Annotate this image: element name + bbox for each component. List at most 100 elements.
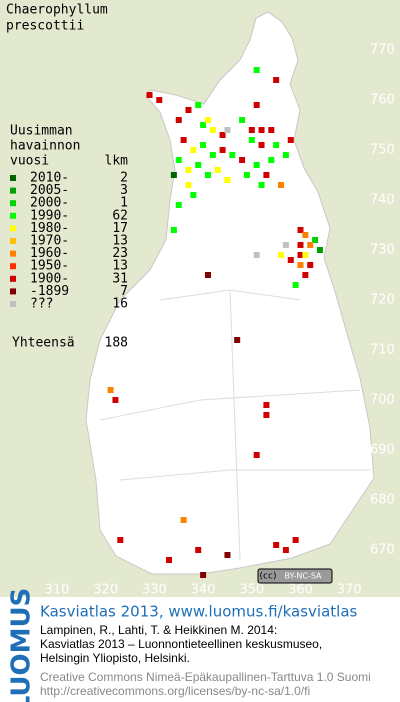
citation: Helsingin Yliopisto, Helsinki.	[40, 651, 190, 665]
total-label: Yhteensä	[12, 336, 75, 351]
y-tick-label: 700	[370, 393, 395, 408]
occurrence-square	[287, 257, 294, 263]
legend-label: 1970-	[30, 234, 69, 249]
license: Creative Commons Nimeä-Epäkaupallinen-Ta…	[40, 670, 371, 684]
occurrence-square	[190, 192, 197, 198]
legend-count: 7	[120, 284, 128, 299]
occurrence-square	[316, 247, 323, 253]
legend-swatch	[10, 275, 16, 282]
occurrence-square	[297, 252, 304, 258]
occurrence-square	[200, 572, 207, 578]
occurrence-square	[117, 537, 124, 543]
occurrence-square	[248, 127, 255, 133]
legend-label: 2000-	[30, 196, 69, 211]
license: http://creativecommons.org/licenses/by-n…	[40, 684, 310, 698]
legend-count: 2	[120, 171, 128, 186]
citation: Kasviatlas 2013 – Luonnontieteellinen ke…	[40, 637, 322, 651]
occurrence-square	[248, 137, 255, 143]
occurrence-square	[219, 132, 226, 138]
badge-text: BY-NC-SA	[284, 572, 322, 581]
occurrence-square	[273, 77, 280, 83]
legend-heading: vuosi	[10, 154, 49, 169]
y-tick-label: 680	[370, 493, 395, 508]
occurrence-square	[292, 537, 299, 543]
legend-count: 1	[120, 196, 128, 211]
occurrence-square	[200, 142, 207, 148]
legend-label: 1980-	[30, 221, 69, 236]
legend-count: 23	[112, 246, 128, 261]
occurrence-square	[297, 227, 304, 233]
occurrence-square	[268, 127, 275, 133]
y-tick-label: 720	[370, 293, 395, 308]
y-tick-label: 710	[370, 343, 395, 358]
occurrence-square	[166, 557, 173, 563]
y-tick-label: 690	[370, 443, 395, 458]
occurrence-square	[190, 147, 197, 153]
legend-swatch	[10, 238, 16, 244]
legend-heading: havainnon	[10, 139, 80, 154]
legend-swatch	[10, 250, 16, 257]
legend-heading: Uusimman	[10, 124, 73, 139]
occurrence-square	[287, 137, 294, 143]
occurrence-square	[195, 547, 202, 553]
occurrence-square	[214, 167, 221, 173]
legend-count: 17	[112, 221, 128, 236]
occurrence-square	[185, 107, 192, 113]
occurrence-square	[282, 547, 289, 553]
legend-count: 62	[112, 208, 128, 223]
x-tick-label: 330	[142, 583, 167, 598]
occurrence-square	[258, 142, 265, 148]
legend-label: 1990-	[30, 208, 69, 223]
occurrence-square	[253, 67, 260, 73]
occurrence-square	[204, 172, 211, 178]
occurrence-square	[234, 337, 241, 343]
brand: LUOMUS	[7, 588, 37, 702]
x-tick-label: 340	[191, 583, 216, 598]
occurrence-square	[263, 402, 270, 408]
legend-swatch	[10, 187, 16, 194]
occurrence-square	[282, 152, 289, 158]
occurrence-square	[292, 282, 299, 288]
legend-swatch	[10, 200, 16, 207]
occurrence-square	[273, 142, 280, 148]
legend-label: 2010-	[30, 171, 69, 186]
x-tick-label: 310	[45, 583, 70, 598]
occurrence-square	[297, 242, 304, 248]
occurrence-square	[302, 272, 309, 278]
x-tick-label: 370	[337, 583, 362, 598]
legend-label: ???	[30, 297, 53, 312]
occurrence-square	[224, 177, 231, 183]
legend-label: 1900-	[30, 271, 69, 286]
occurrence-square	[253, 102, 260, 108]
legend-label: 2005-	[30, 183, 69, 198]
x-tick-label: 320	[93, 583, 118, 598]
occurrence-square	[204, 272, 211, 278]
occurrence-square	[278, 252, 285, 258]
occurrence-square	[268, 157, 275, 163]
legend-label: 1950-	[30, 259, 69, 274]
occurrence-square	[219, 147, 226, 153]
occurrence-square	[107, 387, 114, 393]
occurrence-square	[302, 252, 309, 258]
legend-count: 13	[112, 259, 128, 274]
legend-swatch	[10, 175, 16, 181]
occurrence-square	[185, 167, 192, 173]
occurrence-square	[175, 202, 182, 208]
species-title: Chaerophyllum	[6, 3, 108, 18]
occurrence-square	[302, 232, 309, 238]
occurrence-square	[170, 172, 177, 178]
legend-swatch	[10, 301, 16, 307]
occurrence-square	[229, 152, 236, 158]
occurrence-square	[258, 127, 265, 133]
occurrence-square	[263, 412, 270, 418]
occurrence-square	[297, 262, 304, 268]
occurrence-square	[258, 182, 265, 188]
occurrence-square	[156, 97, 163, 103]
occurrence-square	[224, 552, 231, 558]
legend-label: 1960-	[30, 246, 69, 261]
occurrence-square	[307, 242, 314, 248]
occurrence-square	[263, 172, 270, 178]
legend-swatch	[10, 212, 16, 219]
occurrence-square	[239, 117, 246, 123]
